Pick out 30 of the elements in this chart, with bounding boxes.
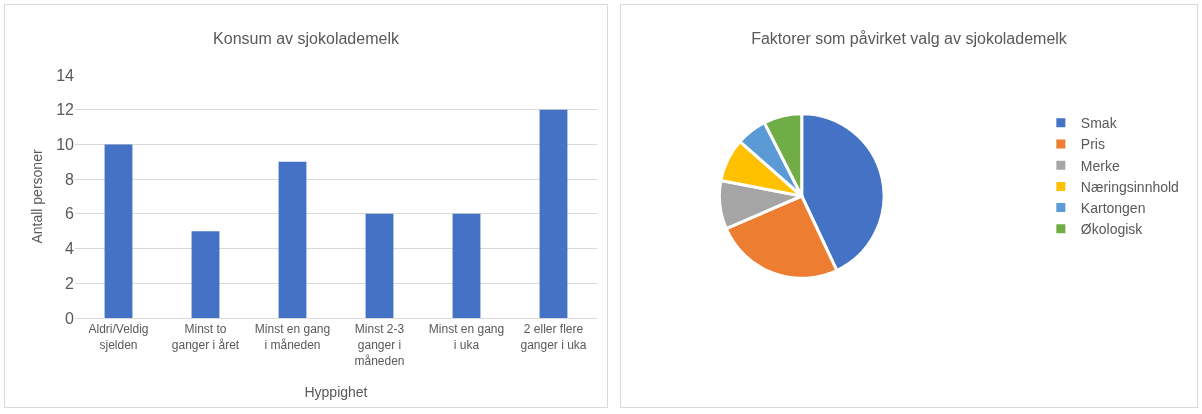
chart-title: Konsum av sjokolademelk — [213, 30, 400, 48]
bar — [452, 213, 481, 318]
y-axis-title: Antall personer — [28, 149, 45, 244]
x-tick-label: Aldri/Veldig sjelden — [88, 322, 149, 352]
legend-label: Smak — [1080, 115, 1118, 132]
x-tick-label: Minst en gang i uka — [428, 322, 505, 352]
x-tick-label: Minst to ganger i året — [171, 322, 240, 352]
bar — [539, 109, 568, 318]
legend-label: Næringsinnhold — [1080, 178, 1179, 195]
y-tick-label: 0 — [65, 309, 75, 327]
bar — [104, 144, 133, 318]
chart-title: Faktorer som påvirket valg av sjokolademelk — [751, 30, 1068, 48]
bar — [278, 161, 307, 318]
legend-label: Pris — [1080, 136, 1105, 153]
y-tick-label: 4 — [65, 240, 75, 258]
y-tick-label: 2 — [65, 274, 75, 292]
x-tick-label: Minst en gang i måneden — [254, 322, 331, 352]
legend-label: Økologisk — [1080, 221, 1144, 238]
y-tick-label: 8 — [65, 170, 75, 188]
y-tick-label: 14 — [56, 66, 75, 84]
x-axis-title: Hyppighet — [304, 383, 368, 400]
x-tick-label: Minst 2-3 ganger i måneden — [354, 322, 405, 368]
y-tick-label: 12 — [56, 101, 75, 119]
y-tick-label: 6 — [65, 205, 75, 223]
x-tick-label: 2 eller flere ganger i uka — [520, 322, 587, 352]
y-tick-label: 10 — [56, 136, 75, 154]
legend-label: Kartongen — [1080, 200, 1146, 217]
bar — [191, 231, 220, 318]
bar — [365, 213, 394, 318]
legend-label: Merke — [1080, 157, 1120, 174]
